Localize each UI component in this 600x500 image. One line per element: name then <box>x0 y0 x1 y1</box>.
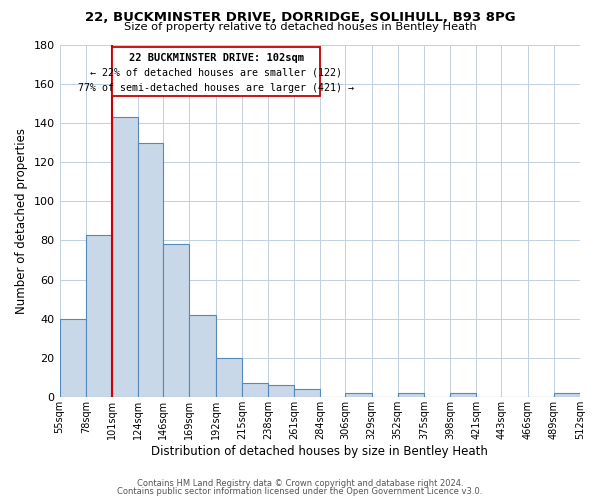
Bar <box>268 385 294 397</box>
Bar <box>59 318 86 397</box>
Text: 22 BUCKMINSTER DRIVE: 102sqm: 22 BUCKMINSTER DRIVE: 102sqm <box>128 53 304 63</box>
FancyBboxPatch shape <box>112 47 320 96</box>
Text: ← 22% of detached houses are smaller (122): ← 22% of detached houses are smaller (12… <box>90 68 342 78</box>
Bar <box>450 393 476 397</box>
Bar <box>554 393 580 397</box>
Text: Size of property relative to detached houses in Bentley Heath: Size of property relative to detached ho… <box>124 22 476 32</box>
Bar <box>112 118 138 397</box>
Bar <box>398 393 424 397</box>
Bar <box>242 383 268 397</box>
Y-axis label: Number of detached properties: Number of detached properties <box>15 128 28 314</box>
X-axis label: Distribution of detached houses by size in Bentley Heath: Distribution of detached houses by size … <box>151 444 488 458</box>
Bar <box>138 142 163 397</box>
Text: 22, BUCKMINSTER DRIVE, DORRIDGE, SOLIHULL, B93 8PG: 22, BUCKMINSTER DRIVE, DORRIDGE, SOLIHUL… <box>85 11 515 24</box>
Text: Contains public sector information licensed under the Open Government Licence v3: Contains public sector information licen… <box>118 487 482 496</box>
Text: 77% of semi-detached houses are larger (421) →: 77% of semi-detached houses are larger (… <box>78 82 354 92</box>
Bar <box>215 358 242 397</box>
Bar <box>190 314 215 397</box>
Bar <box>86 234 112 397</box>
Bar <box>294 389 320 397</box>
Bar <box>346 393 371 397</box>
Text: Contains HM Land Registry data © Crown copyright and database right 2024.: Contains HM Land Registry data © Crown c… <box>137 478 463 488</box>
Bar <box>163 244 190 397</box>
